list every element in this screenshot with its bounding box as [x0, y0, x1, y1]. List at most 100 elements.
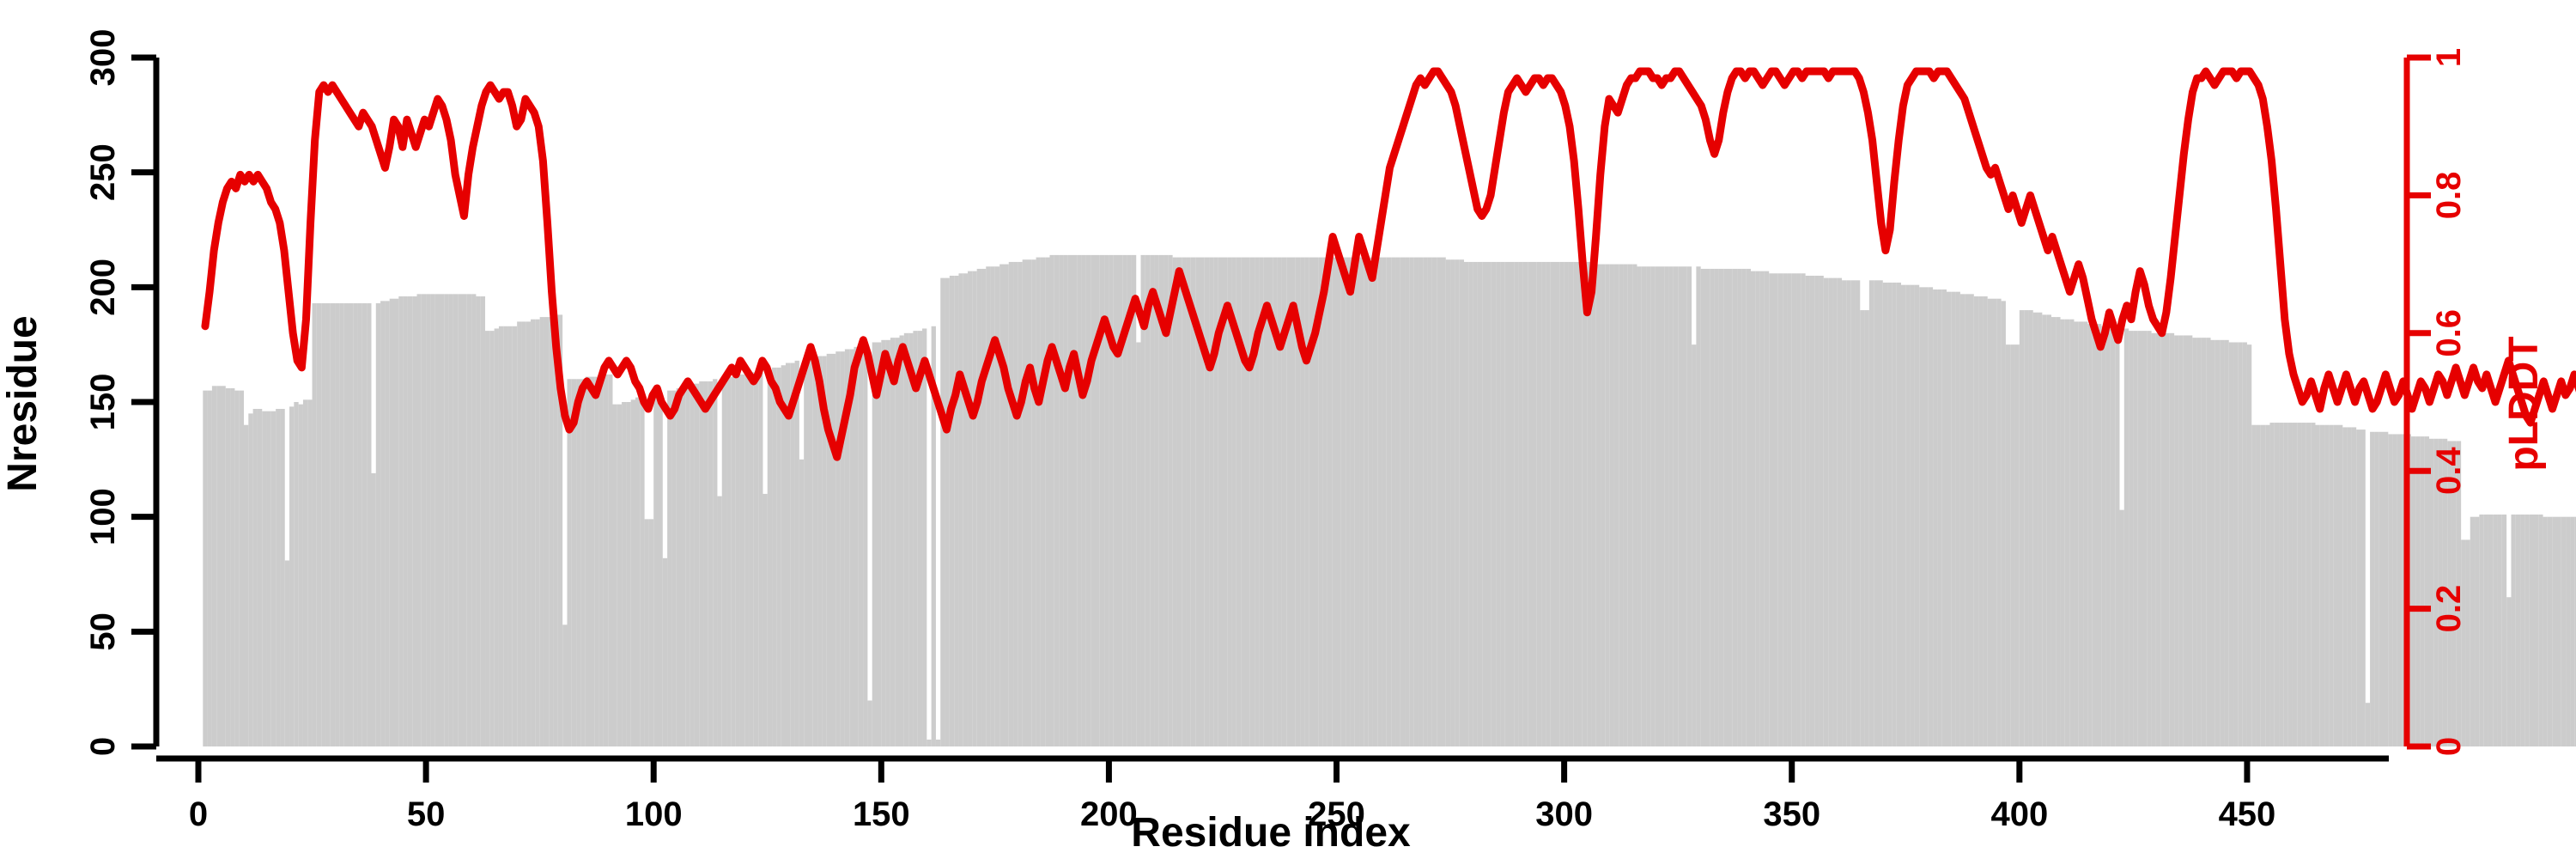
nresidue-bar: [1350, 257, 1355, 747]
nresidue-bar: [1204, 257, 1210, 747]
nresidue-bar: [2110, 328, 2116, 746]
nresidue-bar: [1295, 257, 1301, 747]
nresidue-bar: [927, 739, 932, 746]
nresidue-bar: [589, 376, 595, 746]
nresidue-bar: [248, 413, 253, 746]
nresidue-bar: [1004, 264, 1009, 747]
nresidue-bar: [2388, 434, 2393, 746]
nresidue-bar: [2311, 423, 2316, 746]
nresidue-bar: [594, 376, 599, 746]
nresidue-bar: [2329, 424, 2334, 746]
nresidue-bar: [1136, 342, 1141, 746]
nresidue-bar: [407, 296, 413, 746]
nresidue-bar: [549, 317, 554, 746]
nresidue-bar: [521, 321, 526, 746]
left-y-axis: 0 50 100 150 200 250 300: [84, 29, 160, 756]
nresidue-bar: [2042, 314, 2047, 746]
nresidue-bar: [2087, 324, 2093, 746]
nresidue-bar: [421, 294, 427, 747]
nresidue-bar: [1182, 257, 1187, 747]
nresidue-bar: [2129, 331, 2134, 746]
right-axis-tick-label: 0.8: [2430, 172, 2468, 220]
nresidue-bar: [1914, 284, 1920, 746]
nresidue-bar: [1941, 289, 1947, 746]
nresidue-bar: [726, 376, 732, 746]
right-axis-tick-label: 1: [2430, 48, 2468, 67]
nresidue-bar: [640, 397, 645, 746]
nresidue-bar: [1354, 257, 1360, 747]
nresidue-bar: [325, 303, 331, 746]
nresidue-bar: [203, 390, 208, 746]
nresidue-bar: [1263, 257, 1268, 747]
y-axis-title-right: pLDDT: [2501, 336, 2547, 471]
nresidue-bar: [1309, 257, 1315, 747]
nresidue-bar: [644, 519, 649, 746]
x-axis-tick-label: 400: [1990, 795, 2048, 833]
nresidue-bar: [270, 411, 276, 746]
x-axis-tick-label: 100: [625, 795, 683, 833]
nresidue-bar: [872, 342, 878, 746]
nresidue-bar: [298, 404, 303, 746]
nresidue-bar: [830, 353, 836, 746]
nresidue-bar: [2178, 335, 2184, 746]
nresidue-bar: [2461, 539, 2466, 746]
nresidue-bar: [1969, 294, 1974, 747]
nresidue-bar: [694, 383, 700, 746]
x-axis-tick-label: 50: [407, 795, 446, 833]
nresidue-bar: [1040, 257, 1046, 747]
nresidue-bar: [517, 321, 522, 746]
nresidue-bar: [1445, 259, 1451, 746]
nresidue-bar: [1587, 261, 1592, 746]
nresidue-bar: [225, 387, 231, 746]
nresidue-bar: [1377, 257, 1382, 747]
nresidue-bar: [1386, 257, 1392, 747]
nresidue-bar: [2101, 326, 2106, 746]
nresidue-bar: [1500, 261, 1505, 746]
nresidue-bar: [1145, 254, 1151, 746]
nresidue-bar: [1190, 257, 1196, 747]
nresidue-bar: [416, 294, 422, 747]
nresidue-bar: [799, 459, 805, 746]
nresidue-bar: [1559, 261, 1564, 746]
nresidue-bar: [1805, 275, 1810, 747]
nresidue-bar: [207, 390, 212, 746]
nresidue-bar: [2228, 342, 2234, 746]
nresidue-bar: [2064, 319, 2070, 746]
nresidue-bar: [1928, 287, 1934, 747]
nresidue-bar: [1868, 280, 1874, 746]
nresidue-bar: [1172, 257, 1177, 747]
nresidue-bar: [252, 409, 258, 746]
nresidue-bar: [2050, 317, 2057, 746]
nresidue-bar: [353, 303, 358, 746]
nresidue-bar: [2160, 332, 2166, 746]
nresidue-bar: [690, 383, 695, 746]
nresidue-bar: [2333, 424, 2338, 746]
nresidue-bar: [1577, 261, 1583, 746]
nresidue-bar: [367, 303, 372, 746]
nresidue-bar: [2447, 441, 2452, 746]
nresidue-bar: [753, 372, 759, 746]
nresidue-bar: [321, 303, 326, 746]
nresidue-bar: [2566, 516, 2571, 746]
nresidue-bar: [1158, 254, 1164, 746]
nresidue-bar: [2019, 310, 2025, 746]
nresidue-bar: [1696, 266, 1701, 746]
nresidue-bar: [708, 381, 714, 746]
nresidue-bar: [393, 298, 399, 746]
nresidue-bar: [1874, 280, 1879, 746]
nresidue-bar: [2265, 424, 2270, 746]
nresidue-bar: [216, 386, 222, 746]
nresidue-bar: [790, 362, 795, 746]
nresidue-bar: [1245, 257, 1250, 747]
nresidue-bar: [389, 298, 394, 746]
nresidue-bar: [749, 372, 754, 746]
nresidue-bar: [772, 367, 777, 746]
nresidue-bar: [1085, 254, 1091, 746]
nresidue-bar: [1619, 264, 1624, 747]
nresidue-bar: [626, 402, 631, 746]
nresidue-bar: [2306, 423, 2312, 746]
nresidue-bar: [1955, 291, 1960, 746]
nresidue-bar: [257, 409, 263, 746]
nresidue-bar: [1668, 266, 1674, 746]
nresidue-bar: [744, 374, 750, 746]
